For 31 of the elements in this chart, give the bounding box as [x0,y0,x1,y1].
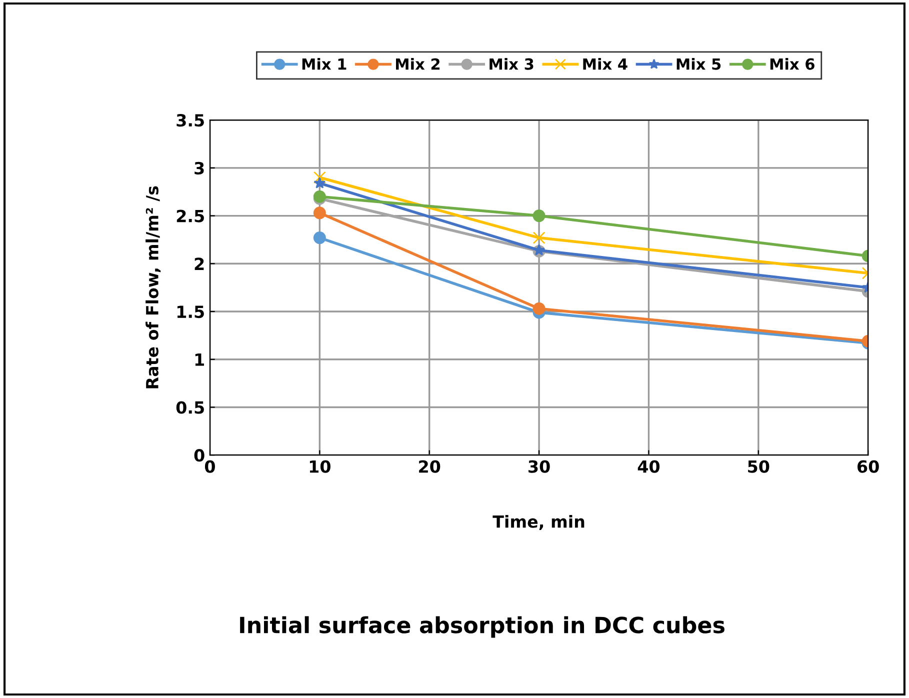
point [532,232,546,244]
x-tick-label: 0 [204,460,215,473]
y-tick-label: 0.5 [176,401,204,414]
legend-label: Mix 4 [583,58,628,70]
legend-label: Mix 1 [302,58,346,70]
x-tick-label: 60 [858,460,879,473]
y-tick-label: 2 [194,258,204,270]
legend-label: Mix 3 [490,58,534,70]
x-tick-label: 40 [638,460,660,473]
point [313,206,326,220]
y-tick-label: 3.5 [176,114,204,127]
x-tick-label: 50 [748,460,770,473]
y-tick-label: 0 [194,449,204,462]
point [313,171,326,184]
y-tick-label: 2.5 [176,210,204,222]
point [313,232,326,244]
legend-label: Mix 2 [396,58,440,70]
legend-label: Mix 6 [770,58,814,70]
legend-label: Mix 5 [676,58,721,70]
x-tick-label: 20 [419,460,440,473]
x-tick-label: 10 [310,460,330,473]
y-axis-title: Rate of Flow, ml/m² /s [146,186,161,388]
x-axis-title: Time, min [492,514,584,530]
y-tick-label: 1.5 [177,306,204,318]
text: Initial surface absorption in DCC cubes [240,616,724,638]
point [314,176,326,188]
y-tick-label: 1 [195,354,204,366]
x-tick-label: 30 [528,460,550,473]
y-tick-label: 3 [194,162,204,174]
point [532,210,546,222]
point [532,302,546,315]
